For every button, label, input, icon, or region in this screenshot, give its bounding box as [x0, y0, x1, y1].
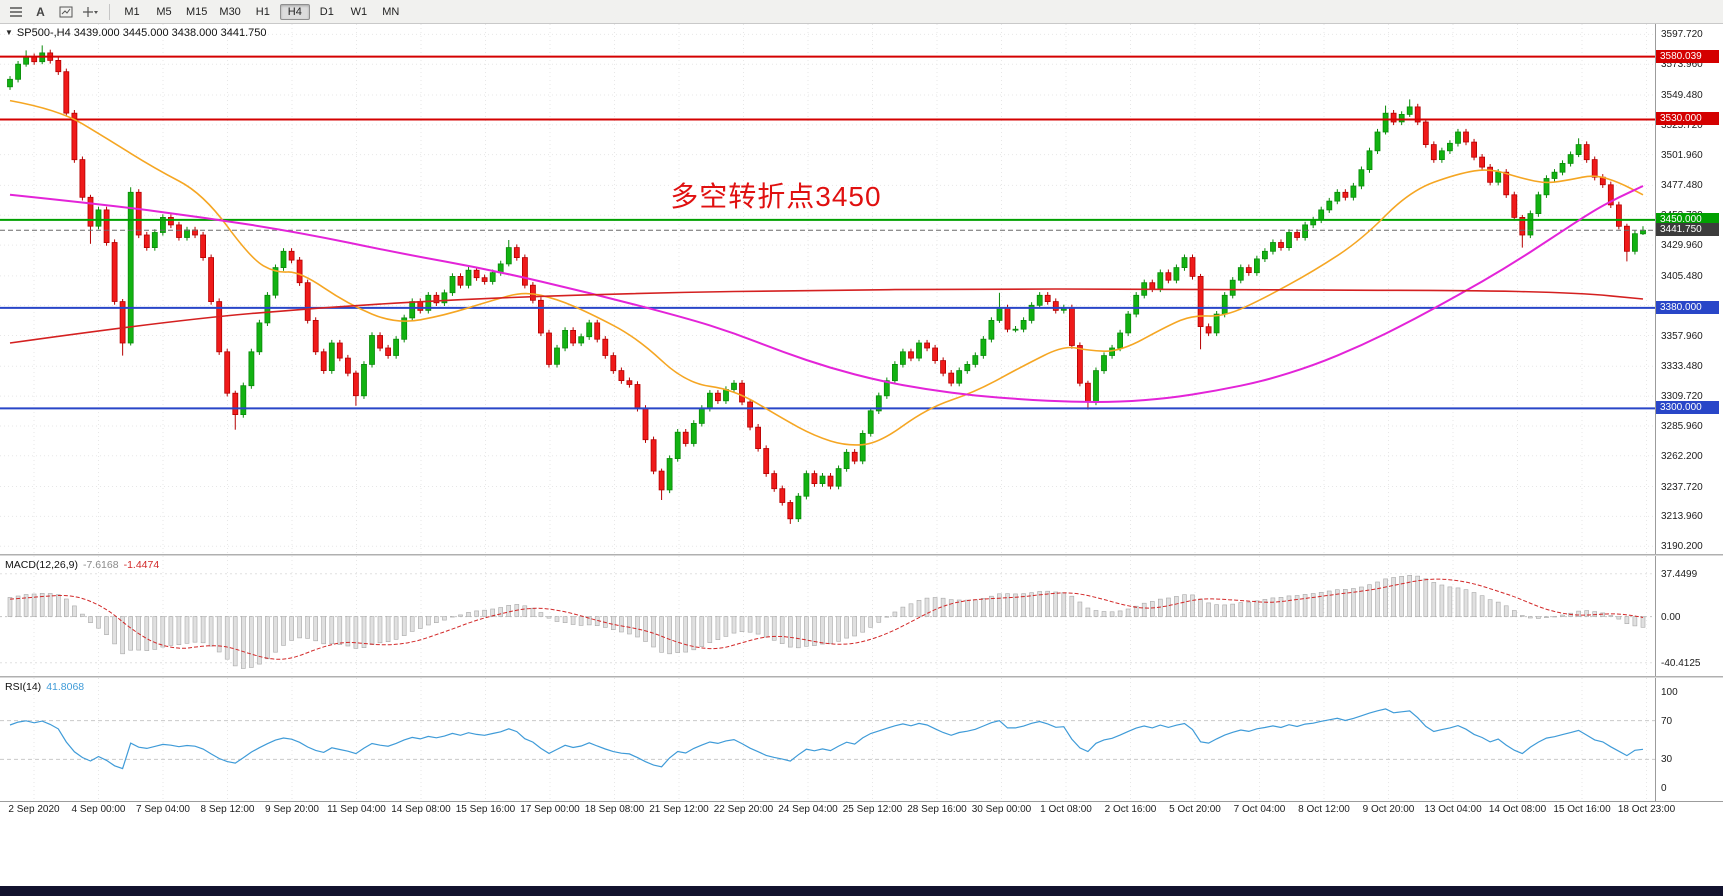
time-axis-label: 28 Sep 16:00 — [907, 804, 967, 815]
price-tick-label: 3285.960 — [1661, 420, 1703, 432]
macd-tick-label: 37.4499 — [1661, 568, 1698, 580]
rsi-value: 41.8068 — [46, 681, 85, 693]
timeframe-button-group: M1 M5 M15 M30 H1 H4 D1 W1 MN — [116, 3, 407, 20]
rsi-tick-label: 0 — [1661, 783, 1667, 795]
macd-name: MACD(12,26,9) — [5, 559, 78, 571]
price-level-label: 3300.000 — [1656, 401, 1719, 415]
timeframe-button-W1[interactable]: W1 — [350, 5, 368, 18]
time-axis-label: 15 Oct 16:00 — [1553, 804, 1611, 815]
bottom-bar — [0, 886, 1723, 896]
rsi-label: RSI(14) 41.8068 — [5, 681, 89, 693]
price-level-label: 3450.000 — [1656, 212, 1719, 226]
timeframe-button-H1[interactable]: H1 — [255, 5, 270, 18]
time-axis-label: 18 Sep 08:00 — [584, 804, 645, 815]
current-price-label: 3441.750 — [1656, 223, 1719, 237]
price-tick-label: 3597.720 — [1661, 29, 1703, 41]
time-axis-label: 25 Sep 12:00 — [842, 804, 903, 815]
price-tick-label: 3573.960 — [1661, 59, 1703, 71]
rsi-axis[interactable]: 100 70 30 0 — [1655, 678, 1723, 801]
timeframe-button-M15[interactable]: M15 — [186, 5, 208, 18]
time-axis[interactable]: 2 Sep 2020 4 Sep 00:00 7 Sep 04:00 8 Sep 12… — [0, 801, 1723, 817]
time-axis-label: 4 Sep 00:00 — [71, 804, 126, 815]
time-axis-label: 9 Oct 20:00 — [1362, 804, 1415, 815]
panel-separator-rsi[interactable] — [0, 676, 1723, 678]
macd-tick-label: 0.00 — [1661, 611, 1681, 623]
macd-plot[interactable] — [0, 556, 1655, 676]
price-level-label: 3530.000 — [1656, 112, 1719, 126]
main-chart-plot[interactable] — [0, 24, 1655, 554]
time-axis-label: 8 Sep 12:00 — [200, 804, 255, 815]
time-axis-label: 30 Sep 00:00 — [971, 804, 1032, 815]
time-axis-label: 11 Sep 04:00 — [327, 804, 386, 815]
timeframe-button-D1[interactable]: D1 — [319, 5, 334, 18]
rsi-tick-label: 100 — [1661, 686, 1678, 698]
rsi-panel: RSI(14) 41.8068 100 70 30 0 — [0, 678, 1723, 801]
main-chart-panel: SP500-,H4 3439.000 3445.000 3438.000 344… — [0, 24, 1723, 554]
price-tick-label: 3405.480 — [1661, 270, 1703, 282]
time-axis-label: 17 Sep 00:00 — [520, 804, 580, 815]
time-axis-label: 13 Oct 04:00 — [1424, 804, 1482, 815]
macd-axis[interactable]: 37.4499 0.00 -40.4125 — [1655, 556, 1723, 676]
timeframe-button-MN[interactable]: MN — [382, 5, 400, 18]
time-axis-label: 14 Oct 08:00 — [1488, 804, 1547, 815]
price-tick-label: 3309.720 — [1661, 391, 1703, 403]
macd-value-main: -7.6168 — [82, 559, 119, 571]
time-axis-label: 2 Oct 16:00 — [1104, 804, 1157, 815]
price-tick-label: 3237.720 — [1661, 481, 1703, 493]
timeframe-button-H4[interactable]: H4 — [279, 3, 310, 20]
macd-tick-label: -40.4125 — [1661, 657, 1701, 669]
time-axis-label: 8 Oct 12:00 — [1298, 804, 1350, 815]
timeframe-button-M30[interactable]: M30 — [219, 5, 241, 18]
price-level-label: 3380.000 — [1656, 300, 1719, 314]
macd-value-signal: -1.4474 — [123, 559, 160, 571]
market-watch-icon[interactable] — [3, 1, 28, 22]
timeframe-button-M5[interactable]: M5 — [156, 5, 172, 18]
price-tick-label: 3501.960 — [1661, 149, 1703, 161]
rsi-tick-label: 30 — [1661, 754, 1673, 766]
price-tick-label: 3190.200 — [1661, 541, 1703, 553]
macd-panel: MACD(12,26,9) -7.6168 -1.4474 37.4499 0.00 -… — [0, 556, 1723, 676]
panel-separator-macd[interactable] — [0, 554, 1723, 556]
price-level-label: 3580.039 — [1656, 49, 1719, 63]
crosshair-tool-icon[interactable] — [78, 1, 103, 22]
price-tick-label: 3213.960 — [1661, 511, 1703, 523]
toolbar-separator — [109, 3, 110, 20]
chart-annotation[interactable]: 多空转折点3450 — [670, 180, 882, 212]
time-axis-label: 14 Sep 08:00 — [391, 804, 451, 815]
price-tick-label: 3262.200 — [1661, 450, 1703, 462]
symbol-collapse-icon[interactable] — [5, 28, 13, 37]
price-tick-label: 3333.480 — [1661, 361, 1703, 373]
time-axis-label: 21 Sep 12:00 — [649, 804, 709, 815]
price-tick-label: 3549.480 — [1661, 89, 1703, 101]
toolbar: A M1 M5 M15 M30 H1 H4 D1 W1 MN — [0, 0, 1723, 24]
time-axis-label: 7 Sep 04:00 — [136, 804, 190, 815]
text-tool-icon[interactable]: A — [36, 4, 45, 19]
price-tick-label: 3429.960 — [1661, 240, 1703, 252]
time-axis-label: 5 Oct 20:00 — [1169, 804, 1221, 815]
rsi-name: RSI(14) — [5, 681, 42, 693]
timeframe-button-M1[interactable]: M1 — [124, 5, 140, 18]
time-axis-label: 2 Sep 2020 — [8, 804, 60, 815]
time-axis-label: 24 Sep 04:00 — [778, 804, 838, 815]
bottom-filler — [0, 817, 1723, 886]
time-axis-label: 7 Oct 04:00 — [1233, 804, 1286, 815]
price-axis[interactable]: 3597.7203573.9603549.4803525.7203501.960… — [1655, 24, 1723, 554]
chart-area: SP500-,H4 3439.000 3445.000 3438.000 344… — [0, 24, 1723, 817]
time-axis-label: 9 Sep 20:00 — [265, 804, 319, 815]
rsi-plot[interactable] — [0, 678, 1655, 801]
time-axis-label: 18 Oct 23:00 — [1617, 804, 1676, 815]
rsi-tick-label: 70 — [1661, 715, 1673, 727]
price-tick-label: 3357.960 — [1661, 330, 1703, 342]
macd-label: MACD(12,26,9) -7.6168 -1.4474 — [5, 559, 164, 571]
time-axis-label: 15 Sep 16:00 — [455, 804, 516, 815]
chart-title: SP500-,H4 3439.000 3445.000 3438.000 344… — [5, 27, 267, 39]
time-axis-label: 22 Sep 20:00 — [713, 804, 774, 815]
symbol-ohlc-text: SP500-,H4 3439.000 3445.000 3438.000 344… — [16, 27, 267, 39]
time-axis-label: 1 Oct 08:00 — [1040, 804, 1092, 815]
chart-window-icon[interactable] — [53, 1, 78, 22]
price-tick-label: 3477.480 — [1661, 180, 1703, 192]
